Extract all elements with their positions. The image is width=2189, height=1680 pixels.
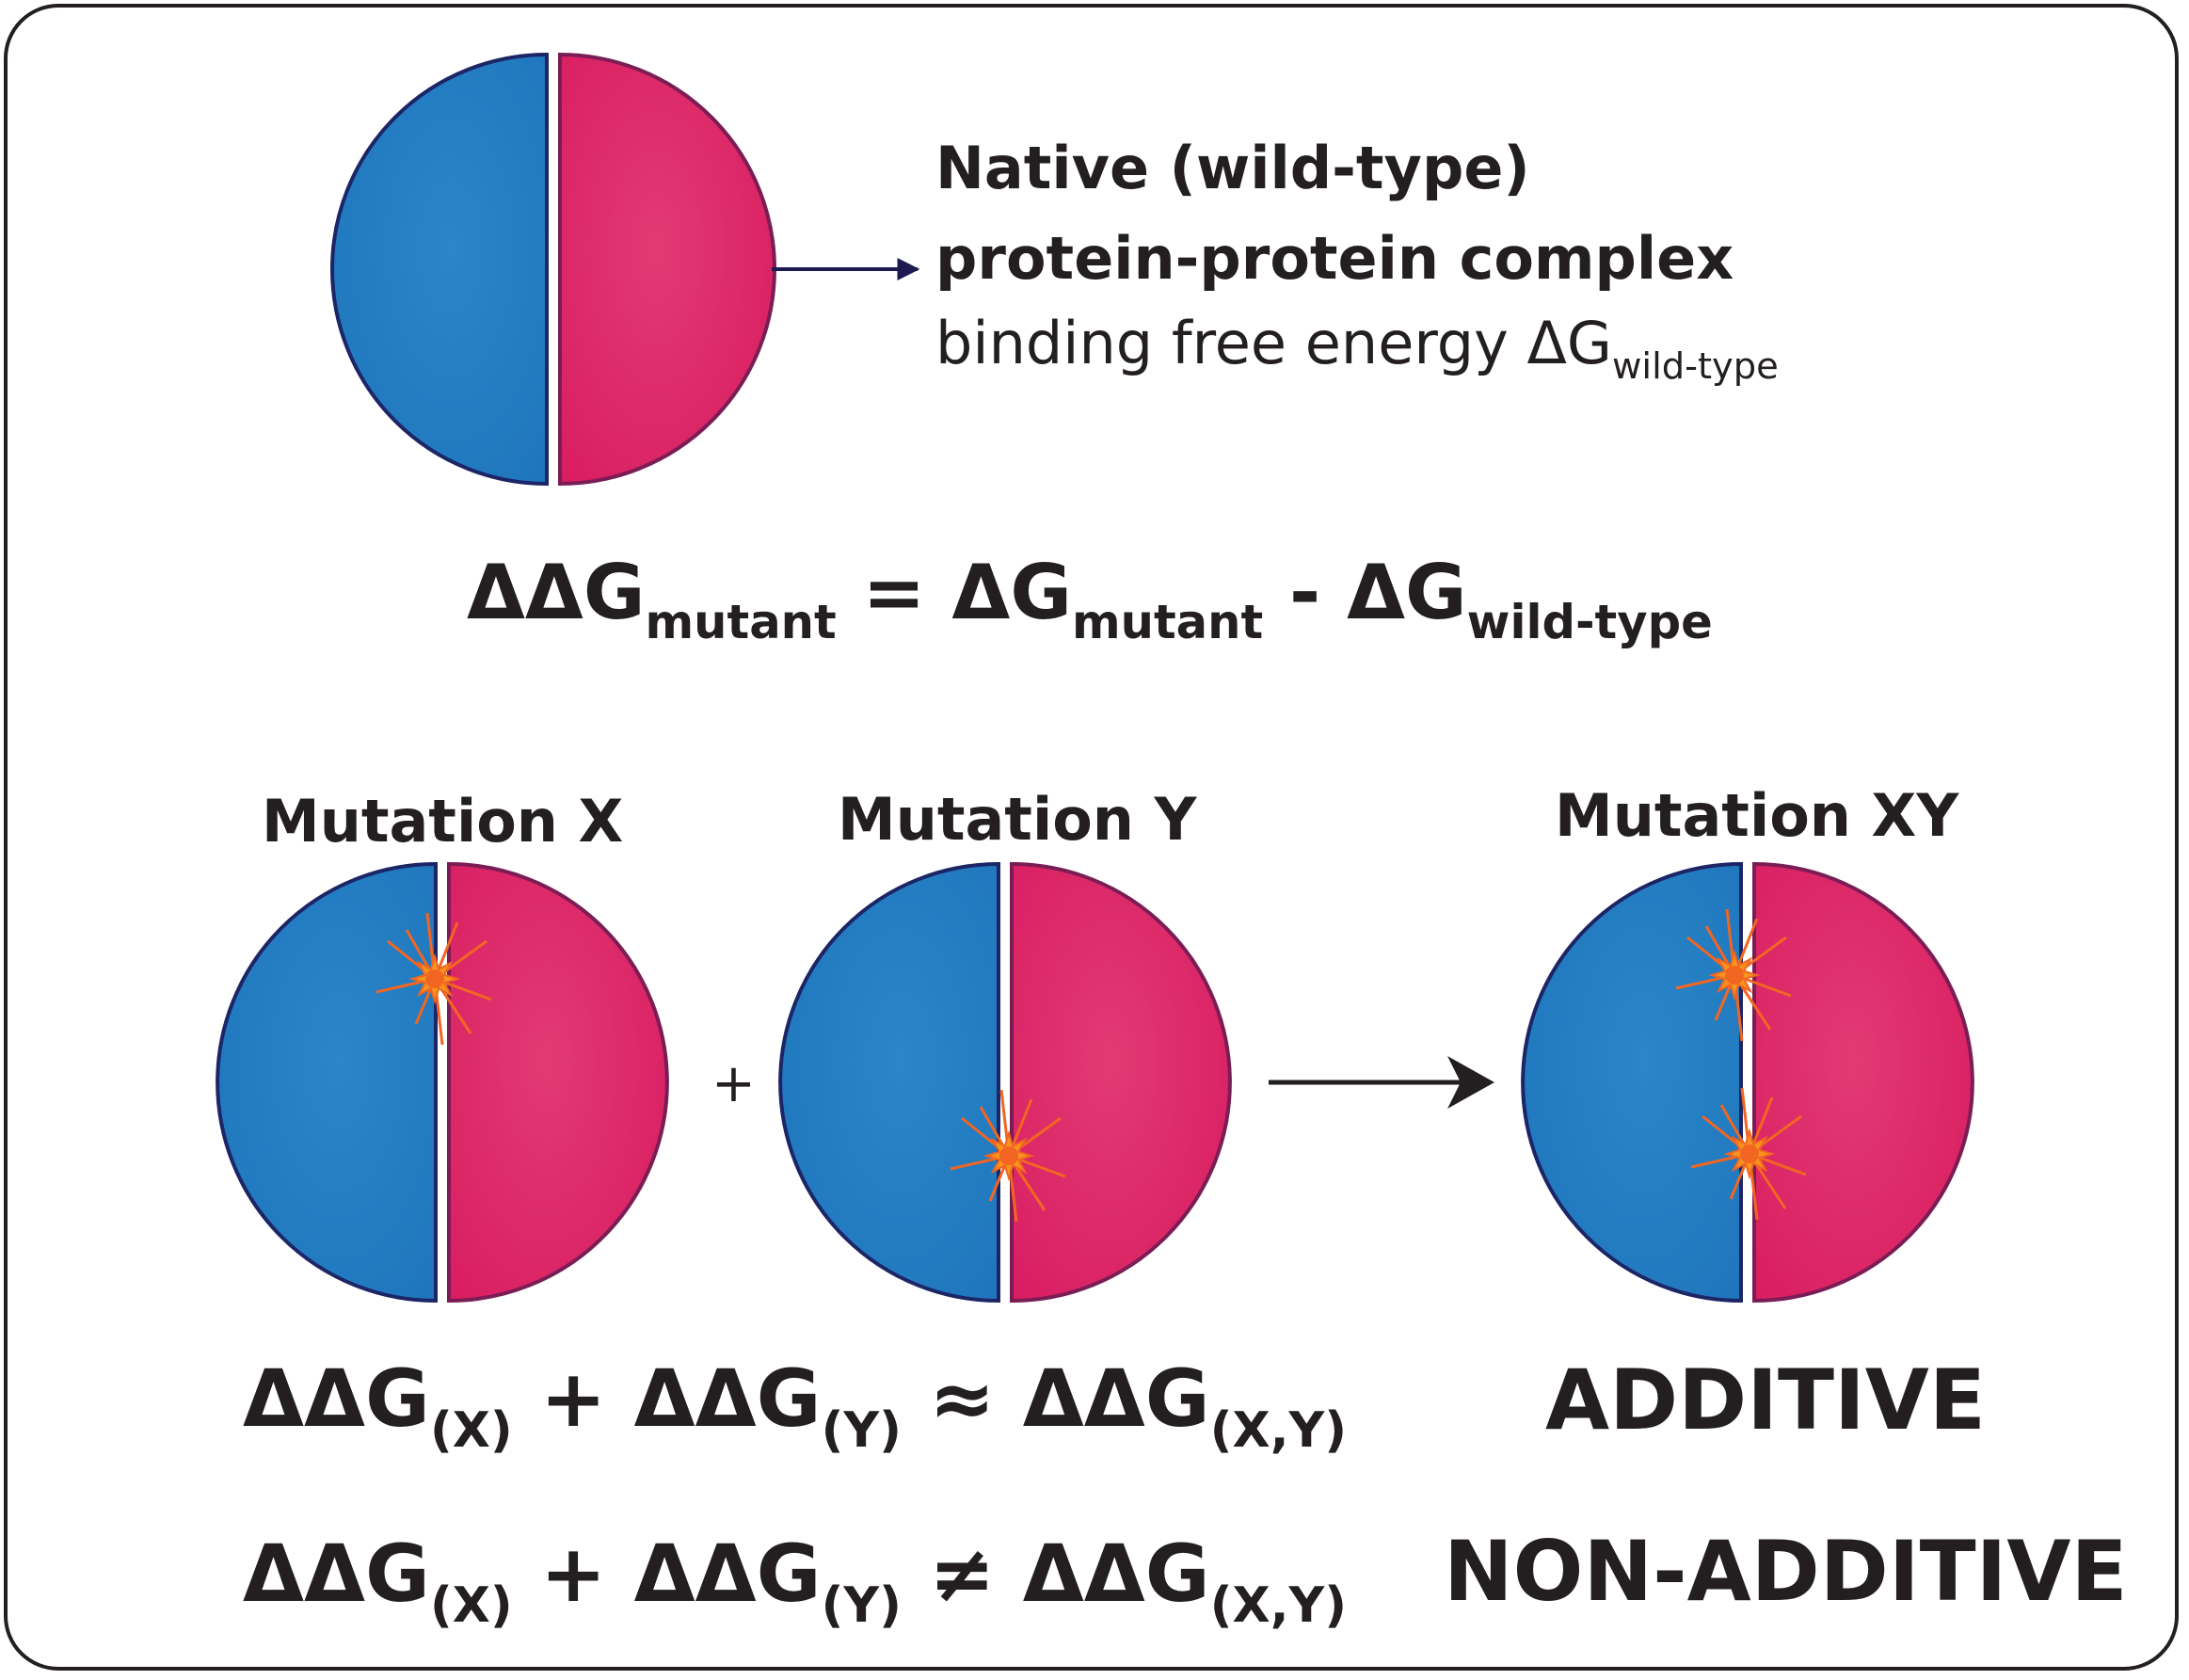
ddg-x-sub: (X)	[429, 1576, 513, 1634]
equals-sign: =	[836, 549, 952, 636]
protein-b-half	[447, 861, 669, 1304]
mutation-y-complex	[778, 861, 1232, 1304]
non-additive-label: NON-ADDITIVE	[1444, 1523, 2128, 1620]
ddg-y: ΔΔG	[633, 1352, 822, 1445]
ddg-x: ΔΔG	[243, 1528, 430, 1620]
mutation-xy-complex	[1521, 861, 1974, 1304]
ddg-x: ΔΔG	[243, 1352, 430, 1445]
native-binding-energy: binding free energy ΔGwild-type	[935, 314, 1779, 385]
burst-center	[999, 1146, 1018, 1165]
dg-mutant: ΔG	[951, 549, 1072, 636]
mutation-x-label: Mutation X	[262, 787, 624, 856]
plus-operator: +	[512, 1528, 634, 1620]
native-title-line1: Native (wild-type)	[935, 134, 1530, 202]
plus-sign: +	[711, 1053, 756, 1114]
burst-center	[425, 969, 444, 988]
ddg-xy-sub: (X,Y)	[1209, 1401, 1347, 1459]
protein-a-half	[1521, 861, 1743, 1304]
dg-mutant-sub: mutant	[1071, 594, 1264, 649]
mutation-star-icon	[375, 912, 492, 1046]
not-equal-operator: ≠	[901, 1528, 1023, 1620]
native-complex	[330, 52, 776, 487]
additive-equation: ΔΔG(X) + ΔΔG(Y) ≈ ΔΔG(X,Y)	[243, 1359, 1347, 1455]
protein-b-half	[1752, 861, 1974, 1304]
protein-b-half	[1010, 861, 1232, 1304]
mutation-star-icon	[950, 1089, 1066, 1223]
ddg-xy: ΔΔG	[1022, 1528, 1210, 1620]
ddg-lhs: ΔΔG	[467, 549, 646, 636]
non-additive-equation: ΔΔG(X) + ΔΔG(Y) ≠ ΔΔG(X,Y)	[243, 1534, 1347, 1630]
binding-energy-text: binding free energy ΔG	[935, 309, 1612, 377]
protein-a-half	[330, 52, 549, 487]
protein-a-half	[216, 861, 438, 1304]
ddg-y: ΔΔG	[633, 1528, 822, 1620]
ddg-x-sub: (X)	[429, 1401, 513, 1459]
protein-a-half	[778, 861, 1000, 1304]
ddg-xy-sub: (X,Y)	[1209, 1576, 1347, 1634]
ddg-y-sub: (Y)	[821, 1401, 902, 1459]
dg-wildtype-sub: wild-type	[1466, 594, 1713, 649]
mutation-star-icon	[1675, 908, 1792, 1042]
mutation-xy-label: Mutation XY	[1555, 781, 1959, 850]
reaction-arrow-head	[1447, 1056, 1494, 1109]
ddg-y-sub: (Y)	[821, 1576, 902, 1634]
mutation-star-icon	[1690, 1087, 1807, 1221]
dg-wildtype: ΔG	[1347, 549, 1467, 636]
mutation-x-complex	[216, 861, 669, 1304]
native-title-line2: protein-protein complex	[935, 224, 1734, 293]
plus-operator: +	[512, 1352, 634, 1445]
minus-sign: -	[1263, 549, 1348, 636]
burst-center	[1740, 1144, 1759, 1163]
ddg-lhs-sub: mutant	[645, 594, 837, 649]
protein-b-half	[558, 52, 776, 487]
binding-energy-subscript: wild-type	[1611, 345, 1779, 389]
figure-frame	[4, 4, 2179, 1671]
additive-label: ADDITIVE	[1545, 1352, 1986, 1448]
burst-center	[1725, 966, 1744, 984]
mutation-y-label: Mutation Y	[838, 785, 1197, 854]
ddg-xy: ΔΔG	[1022, 1352, 1210, 1445]
ddg-definition-equation: ΔΔGmutant = ΔGmutant - ΔGwild-type	[467, 555, 1713, 646]
approx-operator: ≈	[901, 1352, 1023, 1445]
